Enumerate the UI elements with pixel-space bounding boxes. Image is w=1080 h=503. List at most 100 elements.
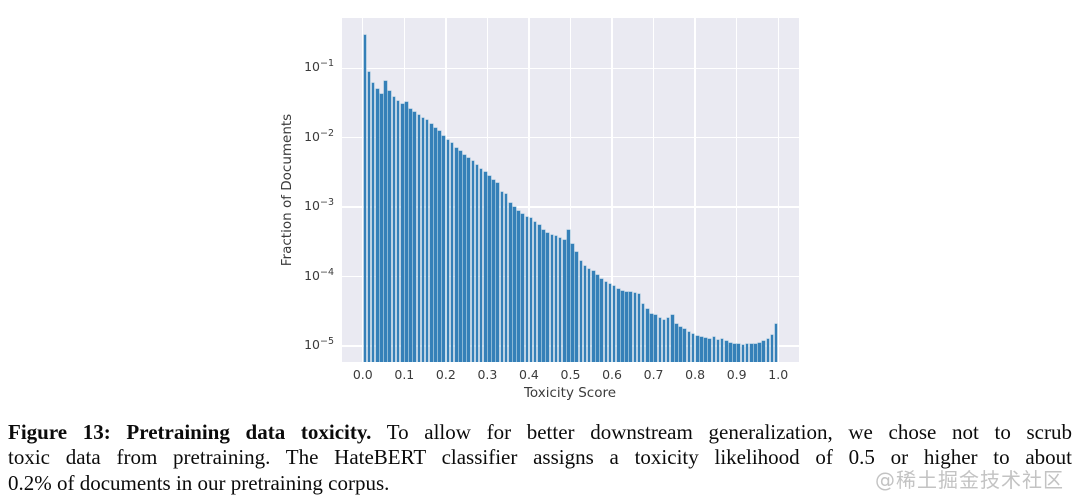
gridline-vertical bbox=[694, 18, 696, 362]
histogram-bar bbox=[434, 127, 437, 362]
x-tick-label: 0.0 bbox=[352, 367, 373, 382]
histogram-bar bbox=[733, 343, 736, 362]
histogram-bar bbox=[608, 284, 612, 362]
watermark: @稀土掘金技术社区 bbox=[875, 468, 1064, 492]
histogram-bar bbox=[542, 229, 545, 362]
histogram-bar bbox=[587, 268, 591, 362]
caption-line-2: toxic data from pretraining. The HateBER… bbox=[8, 445, 1072, 470]
histogram-bar bbox=[513, 207, 516, 362]
histogram-bar bbox=[683, 329, 687, 362]
histogram-bar bbox=[446, 140, 450, 362]
histogram-bar bbox=[479, 168, 483, 362]
caption-line-3: 0.2% of documents in our pretraining cor… bbox=[8, 470, 390, 495]
gridline-vertical bbox=[735, 18, 738, 362]
histogram-bar bbox=[517, 211, 520, 362]
histogram-bar bbox=[658, 318, 662, 362]
histogram-bar bbox=[745, 344, 749, 362]
histogram-bar bbox=[737, 344, 741, 362]
histogram-bar bbox=[670, 315, 674, 362]
histogram-bar bbox=[741, 344, 745, 362]
histogram-bar bbox=[637, 293, 641, 362]
histogram-bar bbox=[475, 164, 479, 362]
histogram-bar bbox=[371, 83, 375, 362]
y-axis-label: Fraction of Documents bbox=[279, 113, 295, 267]
caption-bold-title: Figure 13: Pretraining data toxicity. bbox=[8, 420, 372, 444]
histogram-bar bbox=[708, 339, 711, 362]
histogram-bar bbox=[774, 323, 778, 362]
histogram-bar bbox=[679, 326, 682, 362]
x-tick-label: 0.3 bbox=[477, 367, 498, 382]
histogram-bar bbox=[650, 313, 653, 362]
histogram-bar bbox=[546, 232, 549, 362]
histogram-bar bbox=[376, 88, 379, 362]
histogram-bar bbox=[425, 120, 429, 362]
histogram-bar bbox=[641, 304, 645, 362]
histogram-bar bbox=[554, 236, 558, 362]
histogram-bar bbox=[413, 111, 416, 362]
gridline-vertical bbox=[445, 18, 447, 362]
histogram-bar bbox=[392, 97, 396, 362]
figure-caption: Figure 13: Pretraining data toxicity. To… bbox=[8, 420, 1072, 496]
x-tick-label: 0.8 bbox=[685, 367, 706, 382]
histogram-bar bbox=[421, 118, 425, 362]
plot-area bbox=[342, 18, 799, 362]
histogram-bar bbox=[625, 291, 628, 362]
gridline-vertical bbox=[362, 18, 364, 362]
histogram-bar bbox=[766, 338, 770, 362]
histogram-bar bbox=[712, 337, 716, 362]
gridline-horizontal bbox=[342, 206, 799, 208]
histogram-bar bbox=[492, 179, 495, 362]
histogram-bar bbox=[380, 94, 383, 362]
x-tick-label: 0.2 bbox=[435, 367, 456, 382]
gridline-horizontal bbox=[342, 345, 799, 347]
histogram-bar bbox=[654, 315, 657, 362]
x-axis-label: Toxicity Score bbox=[523, 385, 617, 401]
x-tick-label: 0.4 bbox=[519, 367, 539, 382]
histogram-bar bbox=[388, 91, 392, 362]
histogram-bar bbox=[409, 108, 412, 362]
histogram-bar bbox=[687, 331, 691, 362]
caption-line-1: Figure 13: Pretraining data toxicity. To… bbox=[8, 420, 1072, 445]
histogram-bar bbox=[405, 101, 408, 362]
y-tick-label: 10−3 bbox=[304, 197, 334, 214]
histogram-bar bbox=[646, 309, 649, 362]
x-tick-label: 0.6 bbox=[602, 367, 622, 382]
histogram-bar bbox=[629, 292, 633, 362]
histogram-bar bbox=[367, 72, 371, 362]
histogram-bar bbox=[500, 192, 504, 362]
histogram-bar bbox=[442, 136, 446, 362]
gridline-vertical bbox=[486, 18, 489, 362]
histogram-bar bbox=[467, 158, 470, 362]
histogram-bar bbox=[729, 342, 732, 362]
histogram-bar bbox=[567, 229, 570, 362]
histogram-bar bbox=[596, 275, 599, 362]
histogram-bar bbox=[612, 286, 616, 362]
x-tick-label: 0.7 bbox=[643, 367, 664, 382]
y-tick-label: 10−2 bbox=[304, 127, 334, 144]
histogram-bar bbox=[400, 103, 404, 362]
histogram-bar bbox=[633, 292, 637, 362]
histogram-bar bbox=[538, 225, 541, 362]
histogram-bar bbox=[562, 239, 566, 362]
caption-line-1-rest: To allow for better downstream generaliz… bbox=[371, 420, 1072, 444]
histogram-bar bbox=[450, 143, 454, 362]
gridline-vertical bbox=[652, 18, 655, 362]
histogram-bar bbox=[579, 260, 583, 362]
histogram-bar bbox=[770, 334, 774, 362]
histogram-bar bbox=[525, 216, 529, 362]
histogram-bar bbox=[695, 335, 699, 362]
histogram-bar bbox=[662, 319, 666, 362]
histogram-bar bbox=[704, 338, 707, 362]
histogram-bar bbox=[700, 337, 703, 362]
histogram-bar bbox=[504, 193, 508, 362]
x-tick-label: 0.9 bbox=[726, 367, 747, 382]
histogram-bar bbox=[558, 238, 562, 362]
histogram-bar bbox=[724, 341, 728, 362]
histogram-bar bbox=[417, 115, 421, 362]
histogram-bar bbox=[666, 318, 670, 362]
histogram-bar bbox=[749, 344, 753, 362]
histogram-bar bbox=[762, 341, 765, 362]
x-tick-label: 0.5 bbox=[560, 367, 581, 382]
histogram-bar bbox=[575, 251, 579, 362]
